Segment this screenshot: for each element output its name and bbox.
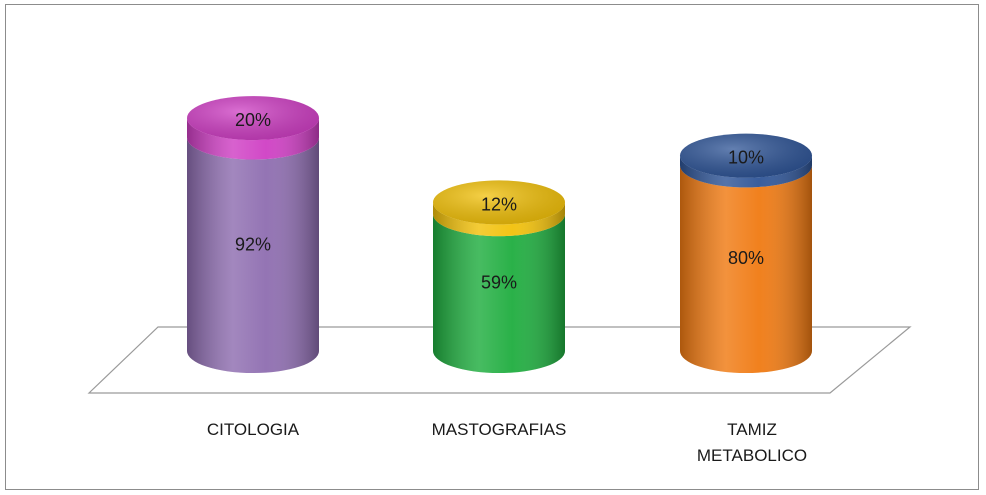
data-label-upper-2: 12% xyxy=(481,194,517,214)
data-label-lower-2: 59% xyxy=(481,273,517,293)
bars-layer xyxy=(187,96,812,373)
bar-upper-1 xyxy=(187,118,319,160)
category-label-3: TAMIZ METABOLICO xyxy=(697,420,807,465)
data-label-lower-3: 80% xyxy=(728,248,764,268)
bar-upper-3 xyxy=(680,155,812,188)
category-label-1: CITOLOGIA xyxy=(207,420,300,439)
bar-lower-3 xyxy=(680,165,812,373)
data-label-upper-3: 10% xyxy=(728,148,764,168)
data-label-lower-1: 92% xyxy=(235,234,271,254)
category-label-2: MASTOGRAFIAS xyxy=(432,420,567,439)
bar-upper-2 xyxy=(433,202,565,237)
chart-area: 92% 20% CITOLOGIA 59% 12% MASTOGRAFIAS 80% 10% T… xyxy=(5,4,979,490)
labels-layer: 92% 20% CITOLOGIA 59% 12% MASTOGRAFIAS 80% 10% T… xyxy=(207,110,807,465)
data-label-upper-1: 20% xyxy=(235,110,271,130)
bar-lower-2 xyxy=(433,214,565,373)
chart-plot: 92% 20% CITOLOGIA 59% 12% MASTOGRAFIAS 80% 10% T… xyxy=(87,96,912,465)
bar-lower-1 xyxy=(187,137,319,373)
